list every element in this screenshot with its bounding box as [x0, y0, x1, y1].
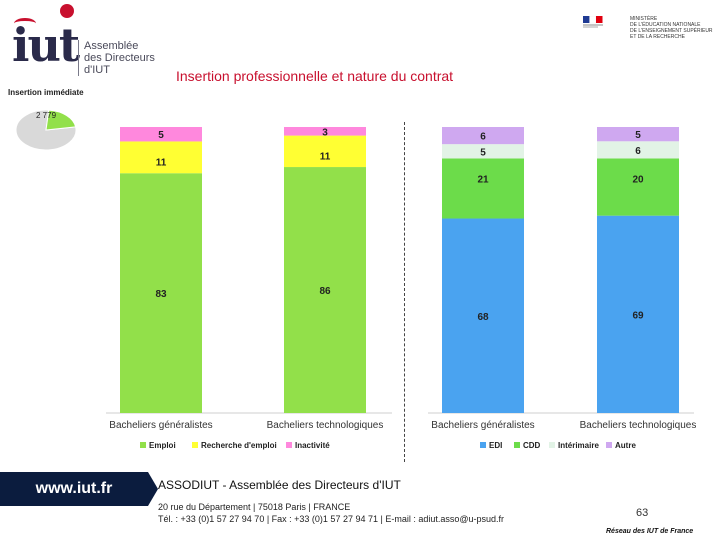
iut-logo: iut	[12, 18, 80, 72]
legend-swatch-emploi	[140, 442, 146, 448]
data-label-cdd-1: 21	[477, 174, 489, 185]
data-label-emploi-2: 86	[319, 286, 331, 297]
logo-dot	[60, 4, 74, 18]
chart-separator	[404, 122, 405, 462]
bar-recherche-d-emploi-1	[120, 141, 202, 174]
legend-swatch-inactivite	[286, 442, 292, 448]
legend-label-recherche-d-emploi: Recherche d'emploi	[201, 441, 277, 450]
mini-pie	[15, 109, 77, 151]
data-label-interimaire-2: 6	[635, 146, 641, 157]
data-label-edi-1: 68	[477, 312, 489, 323]
data-label-cdd-2: 20	[632, 174, 644, 185]
footer-arrow	[148, 472, 158, 506]
bar-inactivite-2	[284, 127, 366, 136]
logo-divider	[78, 40, 79, 76]
legend-label-edi: EDI	[489, 441, 502, 450]
page-title: Insertion professionnelle et nature du c…	[176, 68, 454, 84]
bar-edi-2	[597, 215, 679, 413]
ministry-text: MINISTÈRE DE L'ÉDUCATION NATIONALE DE L'…	[630, 16, 720, 40]
chart-area: 83 11 5 Bacheliers généralistes 86 11 3 Bacheli…	[106, 127, 697, 450]
data-label-inactivite-2: 3	[322, 127, 328, 138]
footer-contact: Tél. : +33 (0)1 57 27 94 70 | Fax : +33 …	[158, 514, 505, 524]
page-number: 63	[636, 507, 649, 519]
legend-swatch-recherche-d-emploi	[192, 442, 198, 448]
bar-inactivite-1	[120, 127, 202, 142]
bar-emploi-1	[120, 173, 202, 413]
ministry-line: DE L'ÉDUCATION NATIONALE	[630, 22, 701, 28]
legend-swatch-cdd	[514, 442, 520, 448]
legend-swatch-autre	[606, 442, 612, 448]
category-label-2: Bacheliers technologiques	[580, 420, 697, 431]
category-label-2: Bacheliers technologiques	[267, 420, 384, 431]
data-label-inactivite-1: 5	[158, 130, 164, 141]
legend-label-cdd: CDD	[523, 441, 541, 450]
ministry-flag-icon	[583, 16, 603, 28]
bar-cdd-1	[442, 158, 524, 219]
logo-sub-line: Assemblée	[84, 40, 139, 52]
ministry-line: ET DE LA RECHERCHE	[630, 34, 685, 40]
data-label-interimaire-1: 5	[480, 147, 486, 158]
logo-sub-line: des Directeurs	[84, 52, 155, 64]
category-label-1: Bacheliers généralistes	[109, 420, 212, 431]
footer-url[interactable]: www.iut.fr	[0, 472, 148, 506]
legend-swatch-interimaire	[549, 442, 555, 448]
bar-autre-1	[442, 127, 524, 145]
legend-label-inactivite: Inactivité	[295, 441, 330, 450]
category-label-1: Bacheliers généralistes	[431, 420, 534, 431]
legend-label-autre: Autre	[615, 441, 636, 450]
pie-count: 2 779	[36, 111, 57, 120]
pie-slice-highlight	[45, 109, 77, 131]
bar-interimaire-2	[597, 141, 679, 159]
bar-cdd-2	[597, 158, 679, 216]
data-label-autre-2: 5	[635, 130, 641, 141]
data-label-autre-1: 6	[480, 132, 486, 143]
bar-edi-1	[442, 218, 524, 413]
logo-subtitle: Assemblée des Directeurs d'IUT	[84, 40, 155, 76]
footer-title: ASSODIUT - Assemblée des Directeurs d'IU…	[158, 478, 401, 492]
network-label: Réseau des IUT de France	[606, 528, 694, 535]
data-label-emploi-1: 83	[155, 289, 167, 300]
logo-swoosh	[14, 18, 36, 29]
bar-recherche-d-emploi-2	[284, 135, 366, 168]
data-label-recherche-d-emploi-2: 11	[320, 152, 331, 163]
bar-autre-2	[597, 127, 679, 142]
ministry-line: MINISTÈRE	[630, 16, 658, 22]
logo-sub-line: d'IUT	[84, 64, 110, 76]
bar-interimaire-1	[442, 144, 524, 159]
ministry-line: DE L'ENSEIGNEMENT SUPÉRIEUR	[630, 28, 713, 34]
data-label-edi-2: 69	[632, 310, 644, 321]
bar-emploi-2	[284, 167, 366, 413]
legend-swatch-edi	[480, 442, 486, 448]
insertion-label: Insertion immédiate	[8, 88, 84, 97]
data-label-recherche-d-emploi-1: 11	[156, 157, 167, 168]
footer-address: 20 rue du Département | 75018 Paris | FR…	[158, 502, 351, 512]
legend-label-interimaire: Intérimaire	[558, 441, 599, 450]
legend-label-emploi: Emploi	[149, 441, 176, 450]
